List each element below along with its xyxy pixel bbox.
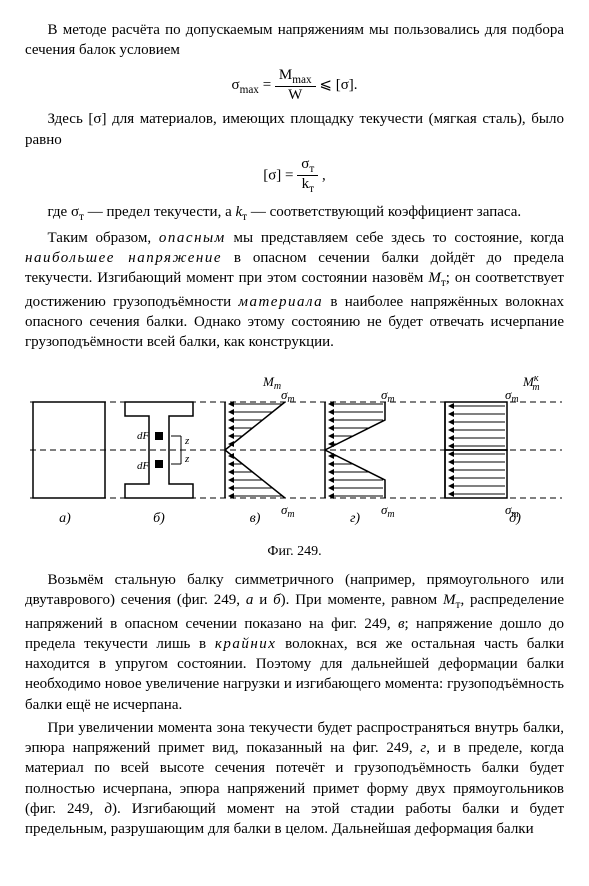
equation-1: σmax = Mmax W ⩽ [σ].	[25, 67, 564, 104]
svg-text:z: z	[184, 435, 190, 447]
para-2: Здесь [σ] для материалов, имеющих площад…	[25, 109, 564, 150]
svg-text:д): д)	[509, 511, 521, 526]
svg-text:Mт: Mт	[262, 374, 281, 392]
para-3: где σт — предел текучести, а kт — соотве…	[25, 202, 564, 225]
svg-text:dF: dF	[137, 460, 150, 472]
svg-text:г): г)	[350, 511, 360, 526]
svg-text:Mкт: Mкт	[522, 373, 540, 393]
svg-text:а): а)	[59, 511, 71, 526]
figure-caption: Фиг. 249.	[25, 543, 564, 562]
equation-2: [σ] = σт kт ,	[25, 156, 564, 196]
para-5: Возьмём стальную балку симметричного (на…	[25, 570, 564, 715]
svg-text:dF: dF	[137, 430, 150, 442]
para-6: При увеличении момента зона текучести бу…	[25, 718, 564, 840]
figure-249: а) dF dF z z б) Mт σт	[25, 362, 564, 537]
para-1: В методе расчёта по допускаемым напряжен…	[25, 20, 564, 61]
svg-text:σт: σт	[281, 502, 295, 520]
svg-text:в): в)	[250, 511, 261, 526]
svg-text:z: z	[184, 453, 190, 465]
svg-text:б): б)	[153, 511, 165, 526]
svg-text:σт: σт	[381, 502, 395, 520]
para-4: Таким образом, опасным мы представляем с…	[25, 228, 564, 352]
